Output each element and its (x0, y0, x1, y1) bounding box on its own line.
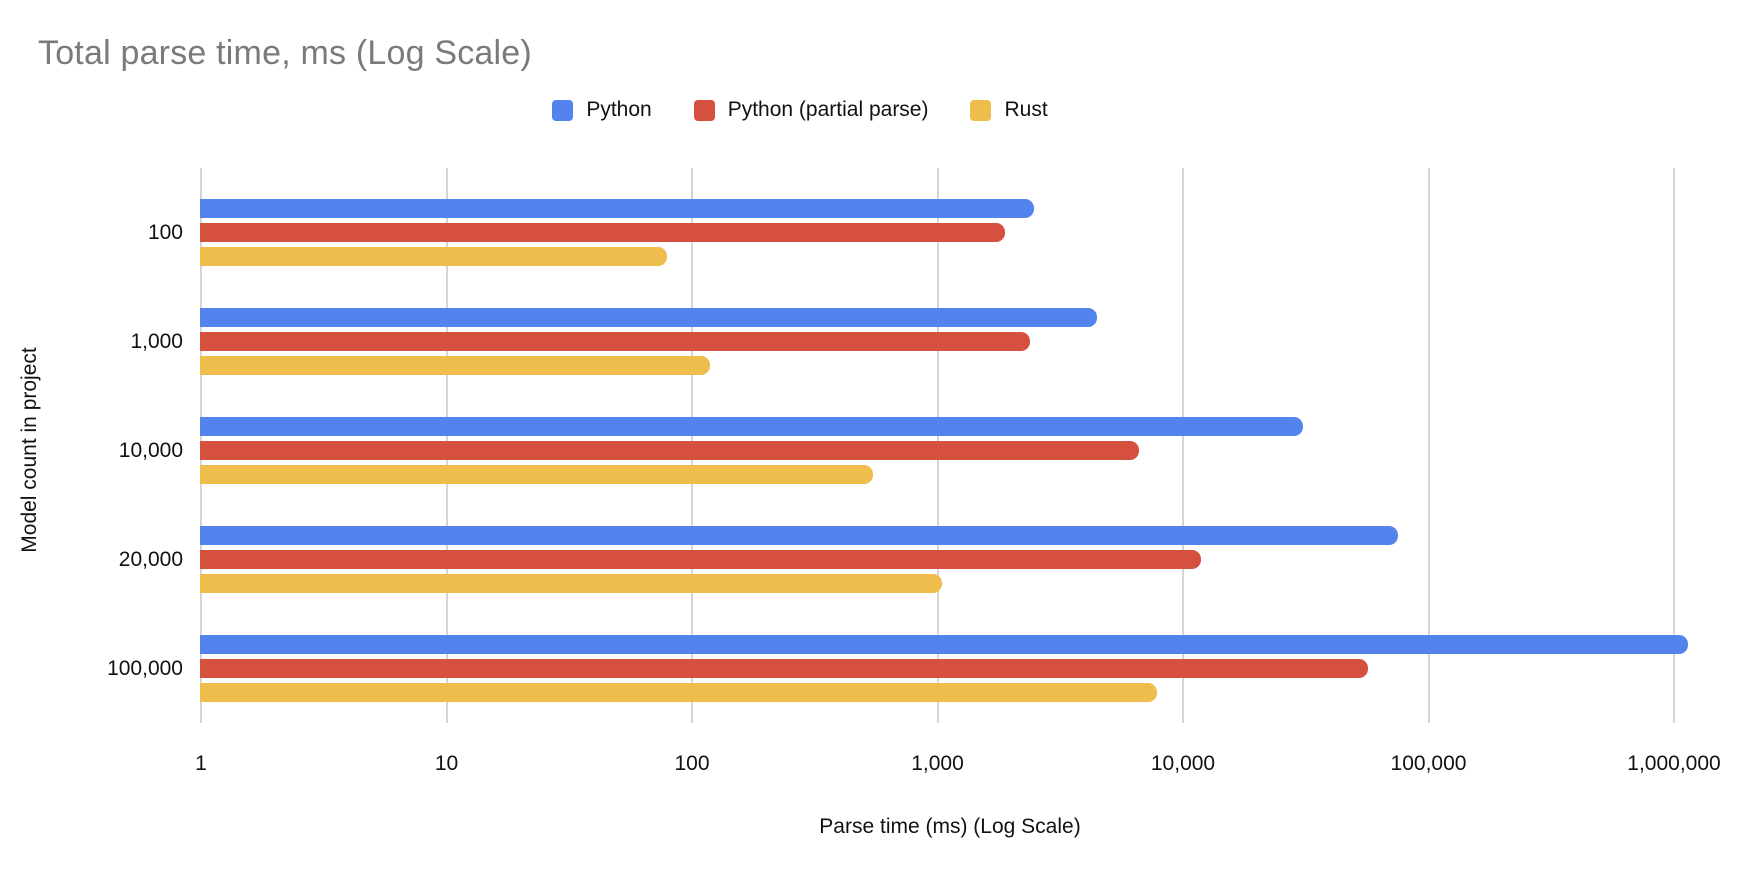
bar-groups-layer (200, 178, 1700, 723)
y-category-label: 100 (147, 220, 183, 244)
bar-rust[interactable] (200, 247, 668, 266)
plot-area (200, 168, 1700, 723)
bar-rust[interactable] (200, 356, 711, 375)
x-axis-ticks: 1 10 100 1,000 10,000 100,000 1,000,000 (195, 752, 1721, 780)
bar-python-partial-parse[interactable] (200, 550, 1202, 569)
legend: Python Python (partial parse) Rust (0, 98, 1600, 122)
x-tick-label: 10,000 (1150, 752, 1216, 775)
bar-python-partial-parse[interactable] (200, 332, 1030, 351)
bar-rust[interactable] (200, 683, 1157, 702)
legend-swatch-icon (552, 99, 574, 121)
bar-rust[interactable] (200, 465, 873, 484)
y-axis-labels: 100 1,000 10,000 20,000 100,000 (0, 178, 183, 723)
bar-rust[interactable] (200, 574, 942, 593)
bar-python[interactable] (200, 635, 1688, 654)
bar-python-partial-parse[interactable] (200, 223, 1005, 242)
legend-swatch-icon (970, 99, 992, 121)
bar-python-partial-parse[interactable] (200, 659, 1368, 678)
bar-group-20000 (200, 505, 1700, 614)
bar-python[interactable] (200, 526, 1399, 545)
x-tick-label: 1 (195, 752, 207, 775)
bar-group-1000 (200, 287, 1700, 396)
gridline-100,000 (1427, 168, 1430, 723)
bar-group-10000 (200, 396, 1700, 505)
y-category-label: 20,000 (118, 547, 183, 571)
x-tick-label: 100 (674, 752, 710, 775)
x-axis-title: Parse time (ms) (Log Scale) (819, 815, 1081, 838)
bar-group-100 (200, 178, 1700, 287)
legend-item-2[interactable]: Python (partial parse) (693, 98, 929, 122)
y-category-label: 1,000 (130, 329, 183, 353)
gridline-10,000 (1182, 168, 1184, 723)
x-tick-label: 10 (434, 752, 459, 775)
x-tick-label: 1,000 (911, 752, 964, 775)
bar-group-100000 (200, 614, 1700, 723)
legend-label: Python (partial parse) (727, 98, 929, 121)
y-category-label: 100,000 (107, 656, 183, 680)
y-category-label: 10,000 (118, 438, 183, 462)
gridline-1,000,000 (1673, 168, 1675, 723)
chart-title: Total parse time, ms (Log Scale) (38, 34, 532, 72)
bar-python[interactable] (200, 199, 1035, 218)
x-tick-label: 100,000 (1390, 752, 1467, 775)
legend-swatch-icon (693, 99, 715, 121)
legend-label: Rust (1004, 98, 1048, 121)
legend-label: Python (586, 98, 652, 121)
bar-python-partial-parse[interactable] (200, 441, 1140, 460)
x-tick-label: 1,000,000 (1627, 752, 1721, 775)
legend-item-3[interactable]: Rust (970, 98, 1048, 122)
bar-python[interactable] (200, 417, 1303, 436)
legend-item-1[interactable]: Python (552, 98, 652, 122)
bar-python[interactable] (200, 308, 1097, 327)
